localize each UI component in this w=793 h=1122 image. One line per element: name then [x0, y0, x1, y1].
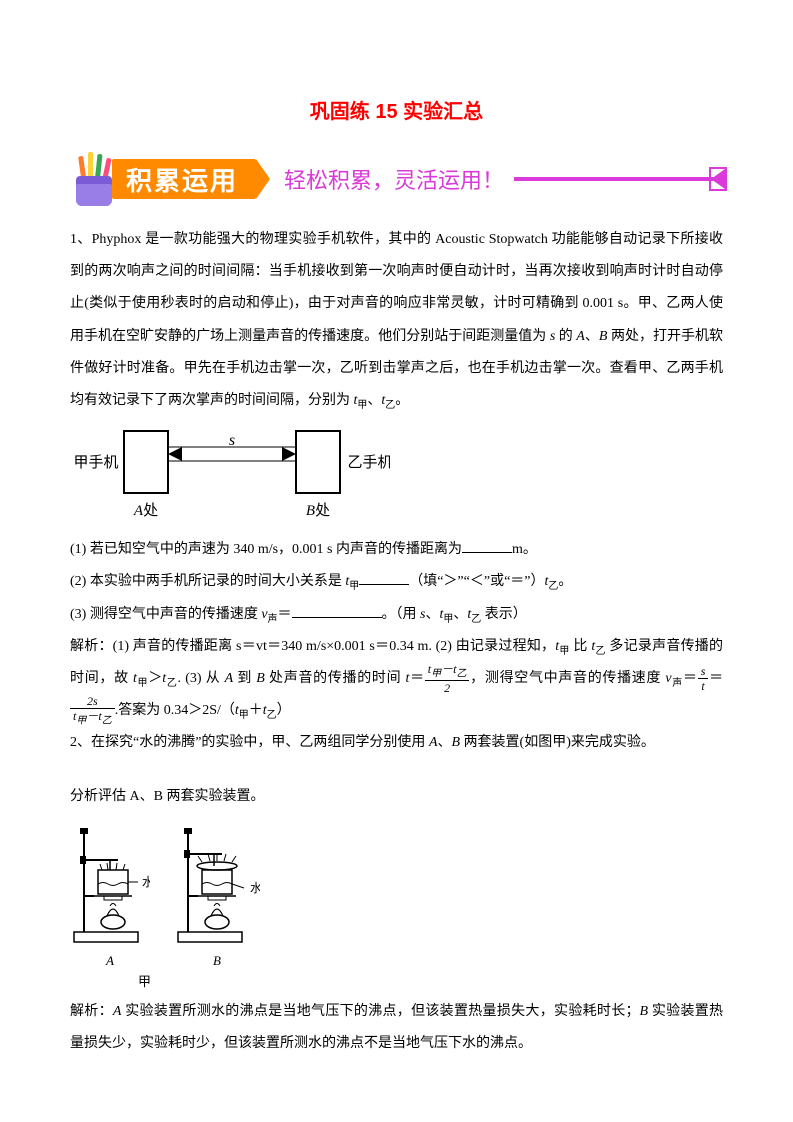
fraction-1: t甲－t乙2	[425, 663, 470, 694]
q1-answer: 解析：(1) 声音的传播距离 s＝vt＝340 m/s×0.001 s＝0.34…	[70, 631, 723, 728]
blank-compare	[359, 570, 409, 585]
q1-diagram: s 甲手机 乙手机 A处 B处	[70, 425, 723, 530]
q1-intro: 1、Phyphox 是一款功能强大的物理实验手机软件，其中的 Acoustic …	[70, 224, 723, 417]
arrow-left-icon	[514, 177, 723, 181]
q1-part2: (2) 本实验中两手机所记录的时间大小关系是 t甲（填“＞”“＜”或“＝”）t乙…	[70, 566, 723, 598]
apparatus-a: 水 A	[70, 824, 150, 969]
left-phone-label: 甲手机	[73, 454, 118, 471]
apparatus-b-icon: 水	[174, 824, 260, 946]
fraction-3: 2st甲－t乙	[70, 695, 115, 726]
apparatus-b-label: B	[174, 953, 260, 969]
section-slogan: 轻松积累，灵活运用！	[284, 163, 504, 195]
water-label-b: 水	[250, 881, 260, 895]
right-phone-label: 乙手机	[347, 454, 390, 471]
phone-distance-diagram: s 甲手机 乙手机 A处 B处	[70, 425, 390, 525]
water-label-a: 水	[142, 875, 150, 889]
q2-diagram: 水 A	[70, 824, 723, 990]
page: 巩固练 15 实验汇总 积累运用 轻松积累，灵活运用！ 1、Phyphox 是一…	[0, 0, 793, 1122]
q2-intro: 2、在探究“水的沸腾”的实验中，甲、乙两组同学分别使用 A、B 两套装置(如图甲…	[70, 727, 723, 759]
q1-part1: (1) 若已知空气中的声速为 340 m/s，0.001 s 内声音的传播距离为…	[70, 534, 723, 566]
b-pos-label: B处	[306, 502, 330, 519]
apparatus-a-icon: 水	[70, 824, 150, 946]
q2-prompt: 分析评估 A、B 两套实验装置。	[70, 781, 723, 813]
section-label-box: 积累运用	[112, 159, 256, 199]
pencil-cup-icon	[70, 152, 118, 206]
q1-part3: (3) 测得空气中声音的传播速度 v声＝。（用 s、t甲、t乙 表示）	[70, 599, 723, 631]
blank-distance	[462, 538, 512, 553]
apparatus-a-label: A	[70, 953, 150, 969]
q2-figure-caption: 甲	[70, 971, 723, 990]
fraction-2: st	[698, 665, 709, 692]
a-pos-label: A处	[133, 502, 158, 519]
apparatus-b: 水 B	[174, 824, 260, 969]
q2-answer: 解析：A 实验装置所测水的沸点是当地气压下的沸点，但该装置热量损失大，实验耗时长…	[70, 996, 723, 1060]
page-title: 巩固练 15 实验汇总	[70, 95, 723, 124]
section-label: 积累运用	[126, 161, 238, 198]
distance-s-label: s	[229, 432, 235, 449]
blank-speed	[292, 603, 382, 618]
section-banner: 积累运用 轻松积累，灵活运用！	[70, 152, 723, 206]
